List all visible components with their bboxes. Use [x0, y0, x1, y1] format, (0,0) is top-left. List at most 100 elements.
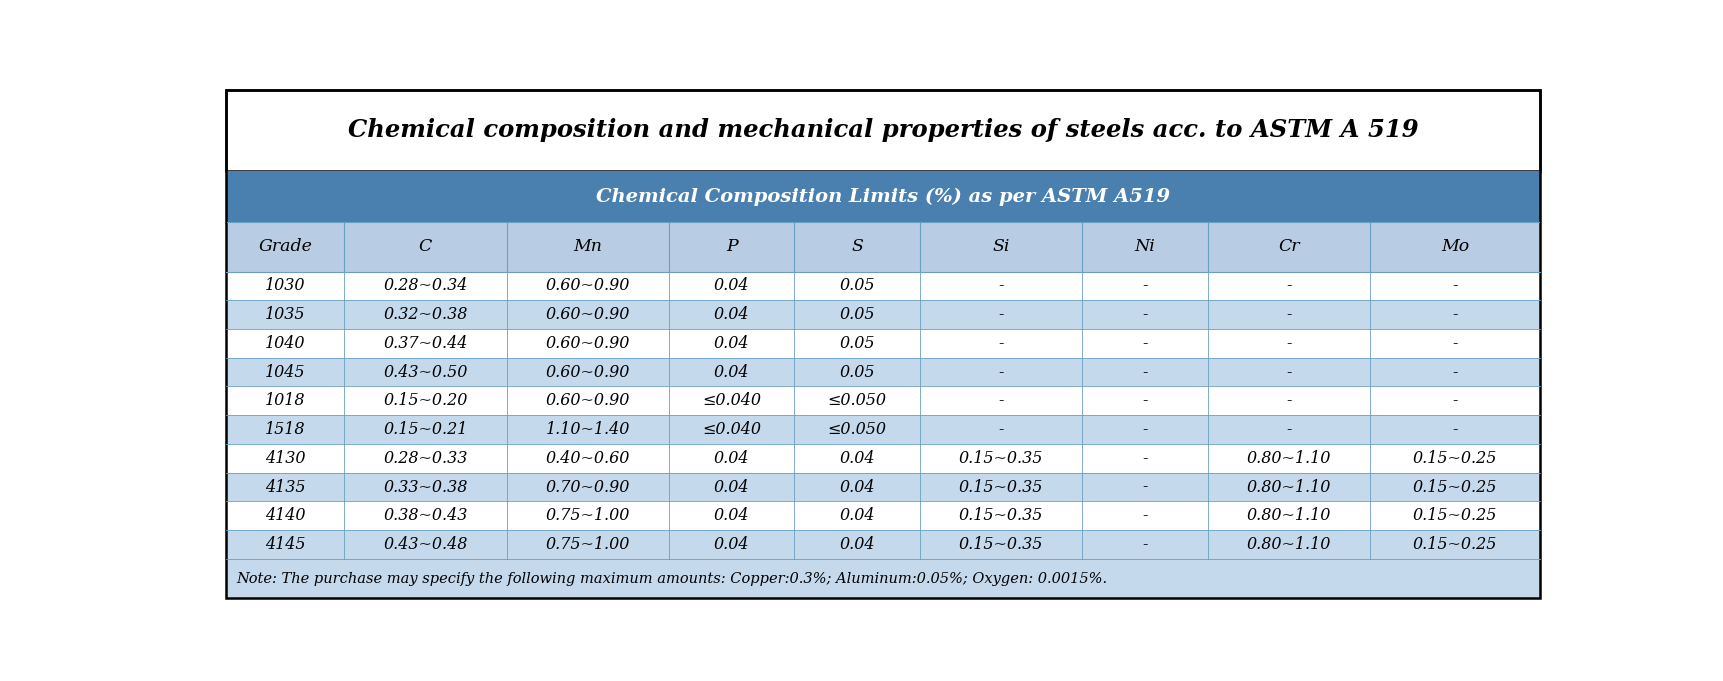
- Text: -: -: [998, 306, 1005, 323]
- Bar: [226, 473, 1540, 501]
- Text: -: -: [998, 421, 1005, 438]
- Text: Ni: Ni: [1135, 238, 1156, 255]
- Text: 0.04: 0.04: [713, 306, 750, 323]
- Bar: [226, 559, 1540, 598]
- Text: -: -: [1142, 479, 1148, 496]
- Bar: [226, 387, 1540, 415]
- Text: Grade: Grade: [258, 238, 312, 255]
- Text: -: -: [1287, 306, 1292, 323]
- Text: C: C: [419, 238, 432, 255]
- Text: -: -: [1142, 536, 1148, 553]
- Text: 0.80~1.10: 0.80~1.10: [1247, 536, 1332, 553]
- Text: -: -: [998, 364, 1005, 381]
- Text: ≤0.050: ≤0.050: [827, 392, 887, 409]
- Text: -: -: [1452, 421, 1458, 438]
- Text: -: -: [1452, 392, 1458, 409]
- Text: 4145: 4145: [265, 536, 305, 553]
- Bar: [226, 300, 1540, 329]
- Text: -: -: [1142, 450, 1148, 466]
- Text: -: -: [1287, 364, 1292, 381]
- Text: 4135: 4135: [265, 479, 305, 496]
- Text: 0.60~0.90: 0.60~0.90: [546, 392, 631, 409]
- Text: 1045: 1045: [265, 364, 305, 381]
- Bar: [226, 530, 1540, 559]
- Text: 0.28~0.33: 0.28~0.33: [383, 450, 467, 466]
- Text: 0.15~0.25: 0.15~0.25: [1413, 536, 1497, 553]
- Text: -: -: [1452, 364, 1458, 381]
- Text: 0.15~0.35: 0.15~0.35: [960, 536, 1044, 553]
- Text: 0.60~0.90: 0.60~0.90: [546, 335, 631, 352]
- Text: 0.38~0.43: 0.38~0.43: [383, 507, 467, 524]
- Bar: [226, 444, 1540, 473]
- Text: 0.75~1.00: 0.75~1.00: [546, 507, 631, 524]
- Text: -: -: [1142, 421, 1148, 438]
- Text: ≤0.050: ≤0.050: [827, 421, 887, 438]
- Text: 0.04: 0.04: [713, 364, 750, 381]
- Text: -: -: [1287, 421, 1292, 438]
- Text: 0.15~0.25: 0.15~0.25: [1413, 450, 1497, 466]
- Text: 1018: 1018: [265, 392, 305, 409]
- Text: -: -: [998, 277, 1005, 294]
- Text: 0.15~0.35: 0.15~0.35: [960, 479, 1044, 496]
- Text: 0.15~0.25: 0.15~0.25: [1413, 479, 1497, 496]
- Text: 0.04: 0.04: [839, 479, 875, 496]
- Text: 0.32~0.38: 0.32~0.38: [383, 306, 467, 323]
- Text: 0.04: 0.04: [713, 335, 750, 352]
- Text: 1040: 1040: [265, 335, 305, 352]
- Text: Chemical composition and mechanical properties of steels acc. to ASTM A 519: Chemical composition and mechanical prop…: [348, 118, 1418, 142]
- Text: 1.10~1.40: 1.10~1.40: [546, 421, 631, 438]
- Text: 0.80~1.10: 0.80~1.10: [1247, 450, 1332, 466]
- Bar: [226, 501, 1540, 530]
- Text: 0.04: 0.04: [839, 536, 875, 553]
- Text: -: -: [998, 335, 1005, 352]
- Text: 0.15~0.20: 0.15~0.20: [383, 392, 467, 409]
- Text: 4140: 4140: [265, 507, 305, 524]
- Text: 0.04: 0.04: [713, 277, 750, 294]
- Text: P: P: [725, 238, 737, 255]
- Bar: [226, 358, 1540, 387]
- Text: 0.60~0.90: 0.60~0.90: [546, 306, 631, 323]
- Text: Cr: Cr: [1278, 238, 1299, 255]
- Text: 1518: 1518: [265, 421, 305, 438]
- Text: 0.04: 0.04: [713, 507, 750, 524]
- Text: 0.05: 0.05: [839, 335, 875, 352]
- Text: -: -: [1452, 335, 1458, 352]
- Text: Note: The purchase may specify the following maximum amounts: Copper:0.3%; Alumi: Note: The purchase may specify the follo…: [236, 571, 1108, 586]
- Text: 0.04: 0.04: [839, 450, 875, 466]
- Text: 0.04: 0.04: [713, 536, 750, 553]
- Text: 0.75~1.00: 0.75~1.00: [546, 536, 631, 553]
- Text: -: -: [1142, 277, 1148, 294]
- Text: 4130: 4130: [265, 450, 305, 466]
- Text: 0.15~0.35: 0.15~0.35: [960, 507, 1044, 524]
- Text: 0.04: 0.04: [713, 479, 750, 496]
- Text: 0.15~0.35: 0.15~0.35: [960, 450, 1044, 466]
- Text: ≤0.040: ≤0.040: [703, 421, 762, 438]
- Text: -: -: [1287, 335, 1292, 352]
- Bar: [226, 222, 1540, 272]
- Text: Mo: Mo: [1440, 238, 1470, 255]
- Text: S: S: [851, 238, 863, 255]
- Bar: [226, 329, 1540, 358]
- Text: -: -: [1287, 392, 1292, 409]
- Text: -: -: [1452, 277, 1458, 294]
- Text: 0.37~0.44: 0.37~0.44: [383, 335, 467, 352]
- Text: -: -: [1142, 507, 1148, 524]
- Text: 0.05: 0.05: [839, 306, 875, 323]
- Text: -: -: [1142, 306, 1148, 323]
- Text: Chemical Composition Limits (%) as per ASTM A519: Chemical Composition Limits (%) as per A…: [596, 187, 1170, 206]
- Text: -: -: [1142, 335, 1148, 352]
- Text: 0.60~0.90: 0.60~0.90: [546, 364, 631, 381]
- Bar: [226, 272, 1540, 300]
- Bar: [226, 415, 1540, 444]
- Text: 0.15~0.21: 0.15~0.21: [383, 421, 467, 438]
- Text: 0.80~1.10: 0.80~1.10: [1247, 479, 1332, 496]
- Text: 0.04: 0.04: [839, 507, 875, 524]
- Text: 1030: 1030: [265, 277, 305, 294]
- Text: 0.43~0.50: 0.43~0.50: [383, 364, 467, 381]
- Text: 1035: 1035: [265, 306, 305, 323]
- Text: 0.04: 0.04: [713, 450, 750, 466]
- Text: 0.15~0.25: 0.15~0.25: [1413, 507, 1497, 524]
- Text: -: -: [1142, 364, 1148, 381]
- Text: 0.28~0.34: 0.28~0.34: [383, 277, 467, 294]
- Text: -: -: [1287, 277, 1292, 294]
